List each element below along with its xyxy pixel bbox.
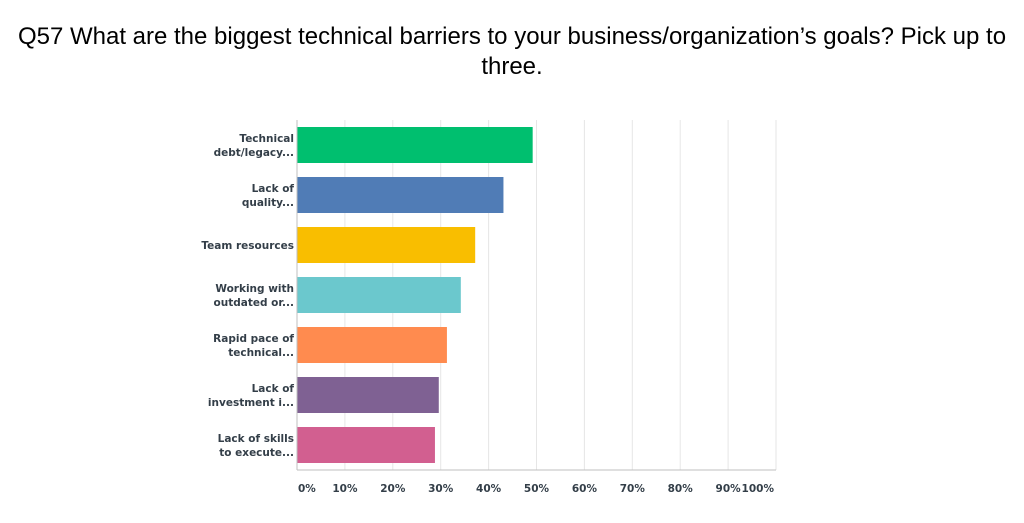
bars — [297, 127, 533, 463]
bar — [297, 127, 533, 163]
x-tick-label: 90% — [716, 483, 742, 495]
x-tick-label: 100% — [742, 483, 775, 495]
category-label-line: to execute... — [219, 447, 294, 459]
category-label-line: outdated or... — [214, 297, 294, 309]
x-tick-label: 50% — [524, 483, 550, 495]
x-tick-label: 60% — [572, 483, 598, 495]
category-label-line: technical... — [228, 347, 294, 359]
category-label-line: Lack of skills — [218, 433, 294, 445]
bar — [297, 377, 439, 413]
chart-title: Q57 What are the biggest technical barri… — [17, 23, 1007, 80]
category-label-line: quality... — [242, 197, 294, 209]
category-label-line: investment i... — [208, 397, 294, 409]
category-label-line: Lack of — [252, 383, 295, 395]
category-label: Lack of quality... — [242, 183, 295, 209]
x-tick-label: 40% — [476, 483, 502, 495]
category-label: Lack of skills to execute... — [218, 433, 294, 459]
bar — [297, 177, 504, 213]
bar — [297, 277, 461, 313]
x-tick-label: 70% — [620, 483, 646, 495]
x-tick-labels: 0% 10% 20% 30% 40% 50% 60% 70% 80% 90% 100% — [298, 483, 774, 495]
bar — [297, 227, 476, 263]
x-tick-label: 20% — [380, 483, 406, 495]
bar — [297, 427, 435, 463]
category-label-line: Lack of — [252, 183, 295, 195]
category-label-line: Working with — [215, 283, 294, 295]
category-label: Technical debt/legacy... — [214, 133, 294, 159]
category-label: Rapid pace of technical... — [213, 333, 294, 359]
category-label-line: Team resources — [201, 240, 294, 252]
x-tick-label: 80% — [668, 483, 694, 495]
category-label: Lack of investment i... — [208, 383, 295, 409]
x-tick-label: 0% — [298, 483, 316, 495]
category-labels: Technical debt/legacy... Lack of quality...… — [201, 133, 294, 459]
category-label-line: Technical — [239, 133, 294, 145]
category-label-line: Rapid pace of — [213, 333, 294, 345]
x-tick-label: 30% — [428, 483, 454, 495]
category-label: Working with outdated or... — [214, 283, 294, 309]
category-label-line: debt/legacy... — [214, 147, 294, 159]
category-label: Team resources — [201, 240, 294, 252]
x-tick-label: 10% — [332, 483, 358, 495]
bar — [297, 327, 447, 363]
axes — [296, 120, 776, 471]
